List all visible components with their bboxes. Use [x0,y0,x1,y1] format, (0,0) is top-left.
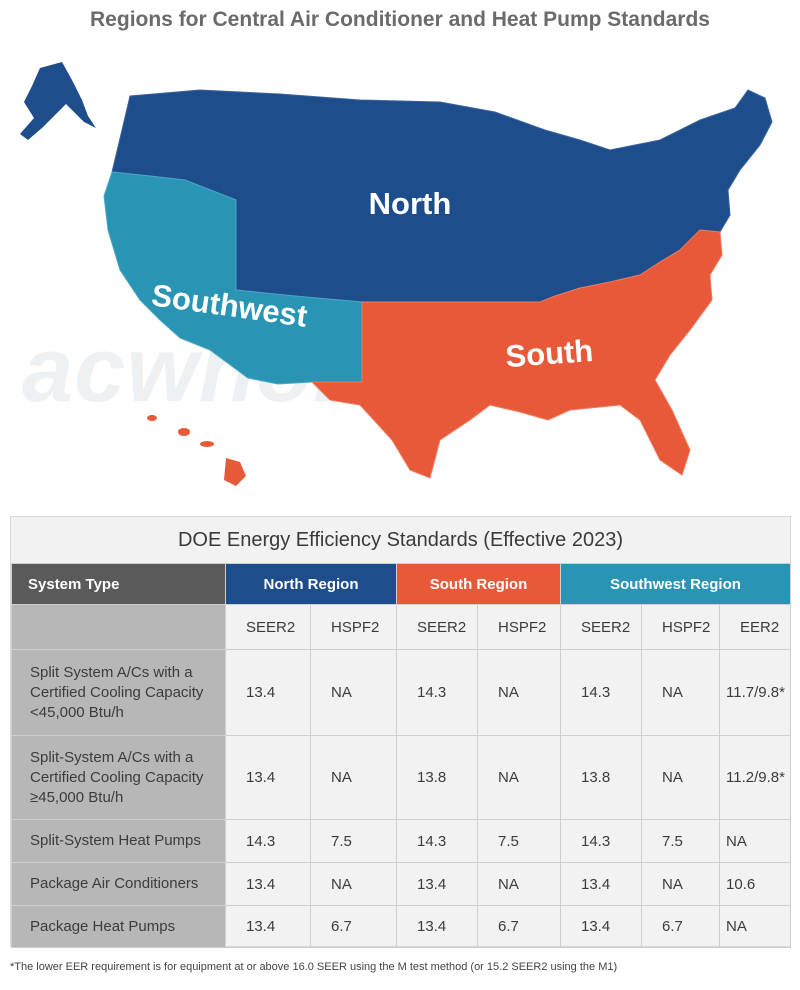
subheader-cell: SEER2 [396,604,478,650]
table-row: Split-System Heat Pumps 14.3 7.5 14.3 7.… [11,819,792,863]
value-cell: 13.4 [396,862,478,906]
row-label: Package Heat Pumps [11,905,226,948]
value-cell: 13.4 [225,649,311,736]
southwest-region [103,171,363,385]
header-north-region: North Region [225,563,397,605]
value-cell: 7.5 [310,819,397,863]
value-cell: 13.8 [560,735,642,820]
value-cell: 13.4 [560,905,642,948]
value-cell: 14.3 [225,819,311,863]
header-south-region: South Region [396,563,561,605]
subheader-cell: HSPF2 [641,604,720,650]
value-cell: 13.4 [225,862,311,906]
header-southwest-region: Southwest Region [559,563,792,605]
page-title: Regions for Central Air Conditioner and … [90,8,710,31]
header-system-type: System Type [11,563,226,605]
value-cell: NA [310,862,397,906]
value-cell: 14.3 [396,649,478,736]
value-cell: 6.7 [477,905,561,948]
value-cell: 10.6 [718,862,792,906]
table-row: Split System A/Cs with a Certified Cooli… [11,649,792,736]
standards-table: System Type North Region South Region So… [11,563,792,948]
value-cell: NA [477,735,561,820]
value-cell: 14.3 [560,649,642,736]
value-cell: NA [310,649,397,736]
alaska-shape [20,62,96,140]
subheader-cell: SEER2 [560,604,642,650]
value-cell: NA [477,862,561,906]
footnote: *The lower EER requirement is for equipm… [10,961,618,973]
subheader-cell: SEER2 [225,604,311,650]
hawaii-island [200,441,214,447]
value-cell: 14.3 [560,819,642,863]
hawaii-island [147,415,157,421]
south-region [310,229,723,479]
value-cell: 6.7 [641,905,720,948]
value-cell: 13.4 [225,905,311,948]
subheader-cell: HSPF2 [477,604,561,650]
value-cell: 6.7 [310,905,397,948]
hawaii-island [224,458,246,486]
row-label: Split-System Heat Pumps [11,819,226,863]
value-cell: NA [718,819,792,863]
north-label: North [369,186,452,221]
value-cell: NA [718,905,792,948]
row-label: Split System A/Cs with a Certified Cooli… [11,649,226,736]
hawaii-island [178,428,190,436]
value-cell: NA [641,649,720,736]
subheader-cell: HSPF2 [310,604,397,650]
value-cell: 14.3 [396,819,478,863]
row-label: Split-System A/Cs with a Certified Cooli… [11,735,226,820]
value-cell: 11.2/9.8* [718,735,792,820]
value-cell: 7.5 [477,819,561,863]
table-row: Package Heat Pumps 13.4 6.7 13.4 6.7 13.… [11,905,792,948]
value-cell: 13.4 [225,735,311,820]
value-cell: 13.8 [396,735,478,820]
table-row: Split-System A/Cs with a Certified Cooli… [11,735,792,820]
value-cell: 11.7/9.8* [718,649,792,736]
value-cell: 13.4 [396,905,478,948]
value-cell: NA [641,735,720,820]
value-cell: NA [310,735,397,820]
subheader-blank [11,604,226,650]
value-cell: NA [641,862,720,906]
row-label: Package Air Conditioners [11,862,226,906]
standards-table-panel: DOE Energy Efficiency Standards (Effecti… [10,516,792,948]
value-cell: 7.5 [641,819,720,863]
value-cell: 13.4 [560,862,642,906]
us-region-map: North Southwest South [20,62,773,486]
table-title: DOE Energy Efficiency Standards (Effecti… [177,529,624,551]
table-row: Package Air Conditioners 13.4 NA 13.4 NA… [11,862,792,906]
south-label: South [504,333,594,374]
value-cell: NA [477,649,561,736]
subheader-cell: EER2 [718,604,792,650]
